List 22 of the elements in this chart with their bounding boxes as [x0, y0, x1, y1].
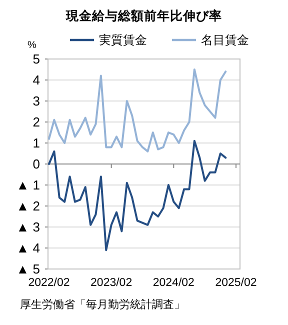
- line-series: [48, 140, 227, 252]
- y-tick-label: 3: [32, 94, 40, 108]
- y-tick-label: 4: [32, 72, 40, 88]
- legend-label: 実質賃金: [99, 33, 147, 47]
- legend-label: 名目賃金: [201, 33, 249, 47]
- y-axis-title: %: [28, 40, 37, 51]
- x-tick-label: 2024/02: [152, 277, 194, 289]
- x-tick-label: 2025/02: [215, 277, 257, 289]
- y-tick-label: 5: [32, 52, 40, 66]
- y-tick-label: 2: [32, 114, 40, 130]
- chart-title: 現金給与総額前年比伸び率: [65, 8, 222, 23]
- y-tick-label: 1: [32, 136, 40, 150]
- text: 厚生労働省「毎月勤労統計調査」: [20, 298, 185, 311]
- y-tick-label: ▲ 4: [16, 240, 40, 256]
- x-tick-label: 2022/02: [28, 277, 70, 289]
- line-series: [48, 68, 227, 152]
- y-tick-label: ▲ 2: [16, 198, 40, 214]
- x-tick-label: 2023/02: [90, 277, 132, 289]
- y-tick-label: ▲ 1: [16, 178, 40, 192]
- y-tick-label: ▲ 5: [16, 262, 40, 276]
- y-tick-label: 0: [32, 156, 40, 172]
- y-tick-label: ▲ 3: [16, 220, 40, 234]
